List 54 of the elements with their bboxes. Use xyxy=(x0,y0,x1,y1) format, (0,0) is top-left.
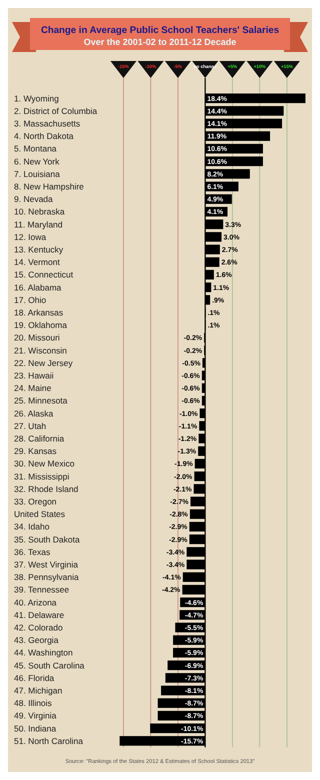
y-tick-label: 24. Maine xyxy=(14,383,52,394)
y-tick-label: 51. North Carolina xyxy=(14,736,84,746)
y-tick-label: 21. Wisconsin xyxy=(14,345,68,356)
y-tick-label: 38. Pennsylvania xyxy=(14,572,80,582)
y-tick-label: 11. Maryland xyxy=(14,219,63,230)
chart-title: Change in Average Public School Teachers' Salaries xyxy=(40,25,280,36)
y-tick-label: 48. Illinois xyxy=(14,698,52,708)
y-tick-label: 28. California xyxy=(14,434,64,444)
y-tick-label: 37. West Virginia xyxy=(14,560,78,570)
y-tick-label: 44. Washington xyxy=(14,648,74,658)
y-tick-label: 31. Mississippi xyxy=(14,471,70,482)
y-tick-label: 23. Hawaii xyxy=(14,370,54,380)
y-tick-label: 10. Nebraska xyxy=(14,206,65,217)
y-tick-label: 33. Oregon xyxy=(14,496,57,506)
y-tick-label: 32. Rhode Island xyxy=(14,484,79,494)
y-tick-label: 9. Nevada xyxy=(14,194,54,204)
chart-subtitle: Over the 2001-02 to 2011-12 Decade xyxy=(84,37,236,47)
y-tick-label: 5. Montana xyxy=(14,144,57,154)
y-tick-label: 30. New Mexico xyxy=(14,458,75,469)
y-tick-label: 15. Connecticut xyxy=(14,270,74,280)
y-tick-label: 18. Arkansas xyxy=(14,308,64,318)
y-tick-label: 49. Virginia xyxy=(14,710,57,721)
y-tick-label: 25. Minnesota xyxy=(14,396,68,406)
y-tick-label: 27. Utah xyxy=(14,420,46,431)
y-tick-label: 22. New Jersey xyxy=(14,358,74,368)
y-tick-label: 1. Wyoming xyxy=(14,93,60,104)
y-tick-label: 16. Alabama xyxy=(14,282,62,292)
y-tick-label: 29. Kansas xyxy=(14,446,57,456)
y-tick-label: 50. Indiana xyxy=(14,723,56,734)
y-tick-label: 6. New York xyxy=(14,156,60,166)
y-tick-label: United States xyxy=(14,509,66,520)
y-tick-label: 39. Tennessee xyxy=(14,584,70,595)
y-tick-label: 20. Missouri xyxy=(14,332,60,343)
y-tick-label: 14. Vermont xyxy=(14,257,60,268)
y-tick-label: 41. Delaware xyxy=(14,610,64,620)
y-tick-label: 2. District of Columbia xyxy=(14,106,98,116)
y-tick-label: 46. Florida xyxy=(14,672,54,683)
y-tick-label: 4. North Dakota xyxy=(14,131,74,142)
y-tick-label: 36. Texas xyxy=(14,546,50,557)
y-tick-label: 8. New Hampshire xyxy=(14,182,84,192)
y-tick-label: 26. Alaska xyxy=(14,408,54,418)
y-tick-label: 19. Oklahoma xyxy=(14,320,68,330)
y-tick-label: 35. South Dakota xyxy=(14,534,80,544)
y-tick-label: 34. Idaho xyxy=(14,522,50,532)
y-tick-label: 13. Kentucky xyxy=(14,244,64,254)
y-tick-label: 45. South Carolina xyxy=(14,660,85,670)
y-tick-label: 47. Michigan xyxy=(14,686,62,696)
y-tick-label: 17. Ohio xyxy=(14,294,46,305)
y-tick-label: 7. Louisiana xyxy=(14,168,60,179)
y-tick-label: 43. Georgia xyxy=(14,635,59,646)
y-tick-label: 3. Massachusetts xyxy=(14,118,80,128)
y-tick-label: 42. Colorado xyxy=(14,622,63,632)
y-tick-label: 40. Arizona xyxy=(14,597,57,608)
y-tick-label: 12. Iowa xyxy=(14,232,46,242)
